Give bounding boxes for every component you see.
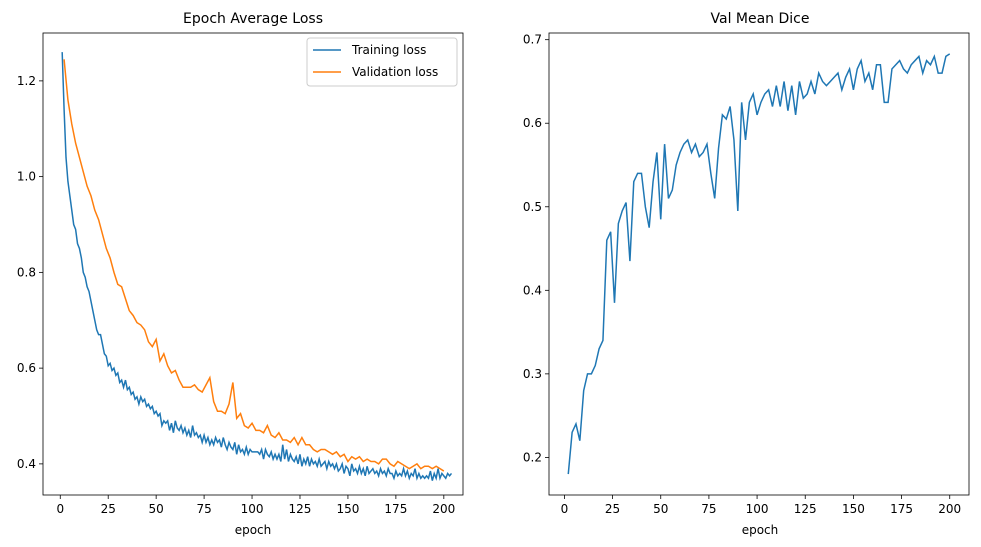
dice-xtick-label: 0: [561, 502, 569, 516]
loss-chart-title: Epoch Average Loss: [183, 11, 323, 27]
loss-ytick-label: 0.8: [17, 265, 36, 279]
loss-xtick-label: 150: [336, 502, 359, 516]
dice-xtick-label: 75: [701, 502, 716, 516]
loss-ytick-label: 1.2: [17, 74, 36, 88]
dice-xtick-label: 25: [605, 502, 620, 516]
dice-series-line: [567, 53, 951, 475]
dice-xtick-label: 175: [890, 502, 913, 516]
dice-xtick-label: 200: [938, 502, 961, 516]
dice-chart: Val Mean Dice 0 25 50 75 100 125 150 175 2000.20…: [523, 11, 970, 537]
loss-series-validation-line: [63, 59, 445, 472]
dice-ytick-label: 0.7: [523, 33, 542, 47]
loss-ytick-label: 0.4: [17, 457, 36, 471]
loss-xtick-label: 25: [101, 502, 116, 516]
loss-chart-plot-area: [61, 52, 453, 481]
loss-legend-box: [306, 37, 458, 87]
dice-chart-ticks: 0 25 50 75 100 125 150 175 200 0.2 0.3 0.4 0.5 0.6 0.7: [523, 33, 961, 516]
loss-xtick-label: 50: [149, 502, 164, 516]
dice-chart-xlabel: epoch: [742, 523, 779, 537]
loss-chart-xlabel: epoch: [235, 523, 272, 537]
loss-chart: Epoch Average Loss 0 25 50 75 100 125 150 175 20…: [17, 11, 464, 537]
dice-xtick-label: 100: [746, 502, 769, 516]
loss-chart-frame: [42, 32, 464, 496]
dice-chart-frame: [548, 32, 970, 496]
dice-xtick-label: 50: [653, 502, 668, 516]
dice-ytick-label: 0.2: [523, 450, 542, 464]
loss-legend-training-label: Training loss: [351, 43, 426, 57]
loss-xtick-label: 75: [196, 502, 211, 516]
dice-ytick-label: 0.6: [523, 116, 542, 130]
loss-xtick-label: 175: [384, 502, 407, 516]
loss-xtick-label: 0: [56, 502, 64, 516]
loss-ytick-label: 0.6: [17, 361, 36, 375]
dice-ytick-label: 0.3: [523, 367, 542, 381]
loss-ytick-label: 1.0: [17, 170, 36, 184]
dice-ytick-label: 0.5: [523, 200, 542, 214]
dice-chart-title: Val Mean Dice: [711, 11, 810, 27]
loss-xtick-label: 200: [432, 502, 455, 516]
loss-series-training-line: [61, 52, 453, 481]
loss-legend: Training loss Validation loss: [306, 37, 458, 87]
dice-chart-plot-area: [567, 53, 951, 475]
loss-xtick-label: 125: [289, 502, 312, 516]
dice-ytick-label: 0.4: [523, 283, 542, 297]
dice-xtick-label: 125: [794, 502, 817, 516]
loss-legend-validation-label: Validation loss: [352, 65, 438, 79]
loss-chart-gridless-ticks: 0 25 50 75 100 125 150 175 200 0.4 0.6 0.8 1.0 1.2: [17, 74, 455, 516]
dice-xtick-label: 150: [842, 502, 865, 516]
loss-xtick-label: 100: [241, 502, 264, 516]
